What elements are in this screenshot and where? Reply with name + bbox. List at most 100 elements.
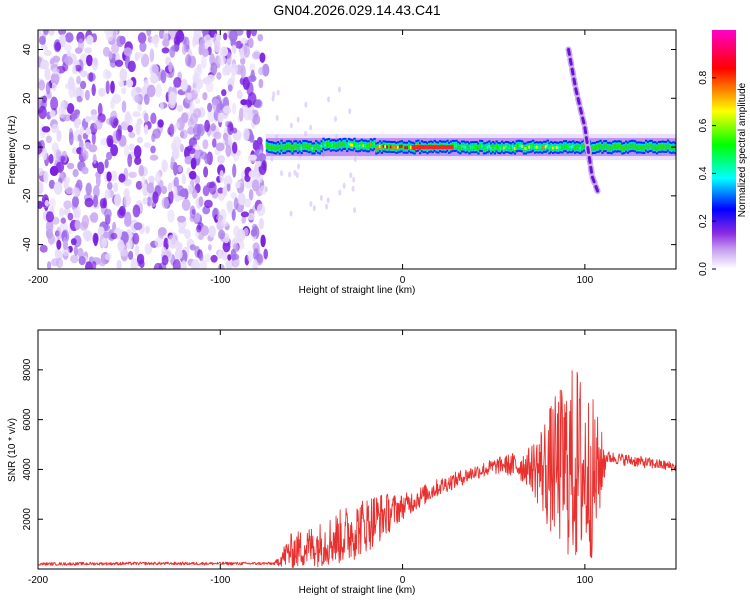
signal-band-peak <box>362 144 365 148</box>
noise-blob <box>44 199 49 207</box>
signal-band-cell <box>302 143 305 149</box>
noise-blob <box>76 95 83 103</box>
signal-band-cell <box>626 145 630 151</box>
signal-band-peak <box>378 144 382 148</box>
signal-band-peak <box>522 147 526 150</box>
noise-blob <box>241 215 246 224</box>
noise-blob <box>45 211 55 223</box>
noise-blob <box>85 182 92 196</box>
noise-blob <box>217 112 222 123</box>
noise-blob <box>238 240 245 250</box>
noise-blob <box>53 181 63 195</box>
signal-band-cell <box>315 143 318 149</box>
noise-blob <box>41 148 48 161</box>
noise-blob <box>193 74 199 86</box>
signal-band-cell <box>466 144 469 150</box>
signal-band-peak <box>373 142 376 146</box>
noise-blob <box>167 209 175 223</box>
noise-blob <box>213 39 221 53</box>
signal-band-cell <box>307 144 311 150</box>
noise-blob <box>73 208 79 218</box>
noise-blob <box>114 59 124 67</box>
signal-band-cell <box>581 144 584 150</box>
noise-blob <box>179 188 189 198</box>
noise-speckle <box>326 197 330 204</box>
noise-blob <box>38 181 44 195</box>
noise-blob <box>48 30 55 36</box>
signal-band-peak <box>482 146 486 150</box>
noise-speckle <box>327 96 331 103</box>
noise-blob <box>252 140 259 151</box>
noise-blob <box>168 123 175 137</box>
noise-blob <box>64 56 73 66</box>
noise-speckle <box>293 169 297 176</box>
noise-blob <box>218 53 226 66</box>
noise-blob <box>105 31 114 42</box>
noise-blob <box>137 103 143 112</box>
noise-blob <box>189 244 196 251</box>
spectrogram-xtick-label: 100 <box>577 275 594 286</box>
noise-speckle <box>338 189 342 196</box>
noise-blob <box>151 133 156 143</box>
noise-blob <box>193 123 202 137</box>
signal-band-cell <box>670 145 673 151</box>
noise-blob <box>176 104 184 113</box>
signal-band-cell <box>276 144 280 150</box>
noise-blob <box>135 180 143 190</box>
noise-blob <box>38 141 43 155</box>
signal-band-peak <box>460 145 464 148</box>
noise-blob <box>152 191 159 204</box>
noise-blob <box>104 158 109 169</box>
noise-blob <box>177 215 186 223</box>
colorbar-tick-label: 0.2 <box>698 214 709 228</box>
signal-band-cell <box>645 143 648 149</box>
noise-blob <box>252 258 258 269</box>
noise-blob <box>150 112 157 125</box>
snr-ytick-label: 2000 <box>22 508 33 531</box>
noise-blob <box>220 220 230 227</box>
noise-blob <box>203 34 211 44</box>
noise-blob <box>92 194 99 208</box>
signal-band-peak <box>393 145 396 149</box>
noise-blob <box>187 184 193 195</box>
noise-blob <box>223 175 233 188</box>
noise-blob <box>151 64 159 74</box>
noise-speckle <box>296 116 300 123</box>
noise-blob <box>51 258 59 267</box>
noise-blob <box>215 33 222 42</box>
noise-blob <box>263 248 269 260</box>
noise-blob <box>44 67 51 81</box>
snr-plot: -200 -100 0 100 2000 4000 6000 8000 Height of s… <box>7 329 677 596</box>
noise-blob <box>193 108 202 119</box>
signal-band-cell <box>459 145 462 151</box>
signal-band-peak <box>371 143 374 147</box>
noise-blob <box>123 194 131 208</box>
noise-blob <box>71 65 77 75</box>
signal-band-cell <box>577 145 580 150</box>
noise-blob <box>49 58 55 65</box>
noise-blob <box>179 143 184 153</box>
noise-blob <box>85 261 93 269</box>
signal-band-peak <box>464 146 467 149</box>
noise-blob <box>49 165 59 177</box>
noise-blob <box>38 80 46 91</box>
noise-blob <box>210 254 218 263</box>
noise-blob <box>67 162 75 170</box>
signal-band-cell <box>674 145 676 151</box>
noise-blob <box>141 53 150 68</box>
signal-band-peak <box>535 145 538 149</box>
noise-blob <box>249 133 255 143</box>
noise-blob <box>104 189 111 200</box>
noise-blob <box>86 54 93 67</box>
noise-blob <box>101 238 108 248</box>
signal-band-peak <box>479 144 482 148</box>
noise-speckle <box>312 205 316 212</box>
noise-blob <box>236 149 242 157</box>
signal-band-cell <box>306 143 309 149</box>
noise-blob <box>40 44 48 51</box>
noise-blob <box>123 47 133 57</box>
noise-blob <box>189 101 195 116</box>
noise-blob <box>150 72 158 84</box>
signal-band-peak <box>389 145 393 149</box>
noise-blob <box>212 138 217 148</box>
